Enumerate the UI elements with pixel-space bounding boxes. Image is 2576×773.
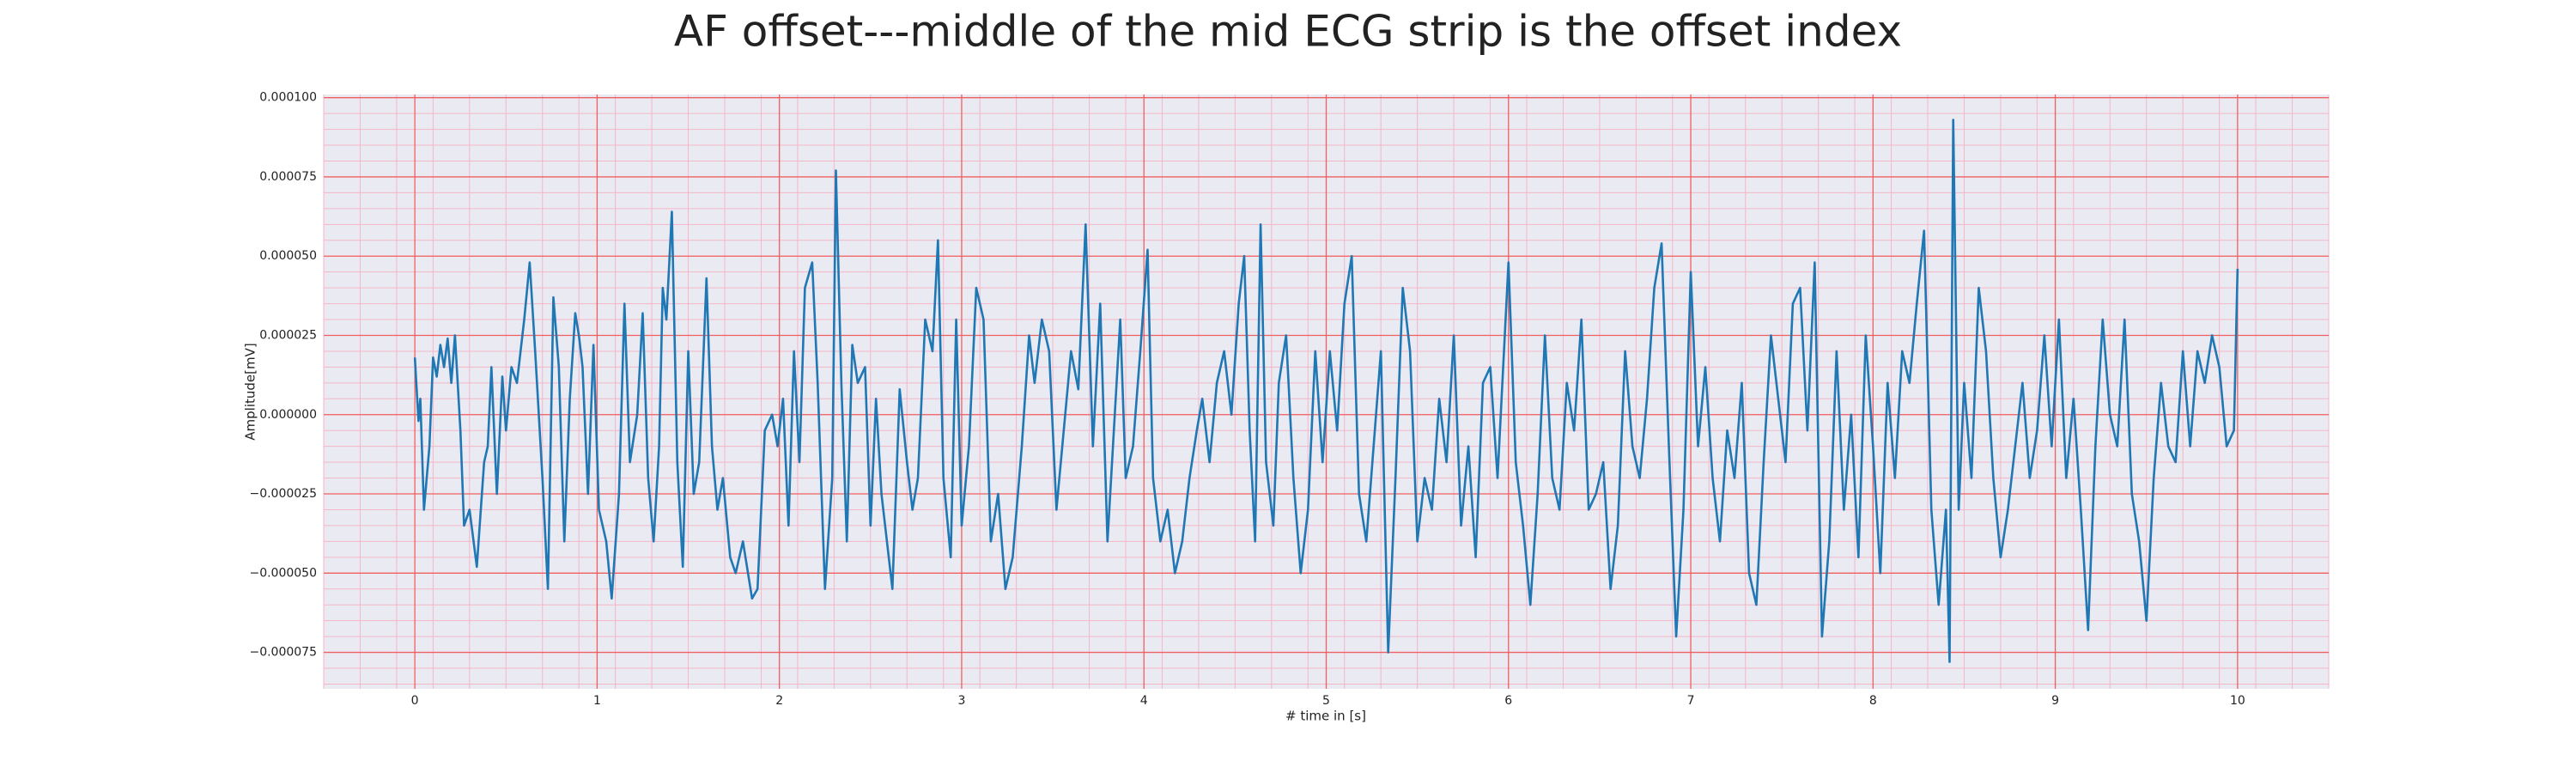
x-tick-label: 3 xyxy=(957,694,965,708)
x-tick-label: 0 xyxy=(411,694,419,708)
marks xyxy=(413,119,2239,663)
y-tick-label: 0.000100 xyxy=(259,91,317,105)
x-tick-label: 4 xyxy=(1140,694,1148,708)
grid xyxy=(323,94,2330,689)
x-tick-label: 6 xyxy=(1504,694,1512,708)
x-tick-label: 5 xyxy=(1322,694,1330,708)
y-tick-label: 0.000075 xyxy=(259,170,317,184)
y-tick-label: −0.000075 xyxy=(249,646,317,660)
y-tick-label: −0.000050 xyxy=(249,566,317,580)
chart-title: AF offset---middle of the mid ECG strip … xyxy=(674,7,1902,57)
x-axis-label: # time in [s] xyxy=(1285,709,1366,724)
x-tick-label: 10 xyxy=(2230,694,2245,708)
x-tick-label: 1 xyxy=(593,694,601,708)
y-tick-label: 0.000025 xyxy=(259,328,317,342)
y-axis-label: Amplitude[mV] xyxy=(243,343,258,440)
y-tick-label: 0.000000 xyxy=(259,408,317,422)
x-tick-label: 9 xyxy=(2051,694,2059,708)
series-line xyxy=(413,119,2239,663)
x-tick-label: 8 xyxy=(1869,694,1877,708)
y-tick-label: 0.000050 xyxy=(259,249,317,263)
x-tick-label: 7 xyxy=(1687,694,1695,708)
y-tick-label: −0.000025 xyxy=(249,487,317,501)
x-tick-label: 2 xyxy=(775,694,783,708)
